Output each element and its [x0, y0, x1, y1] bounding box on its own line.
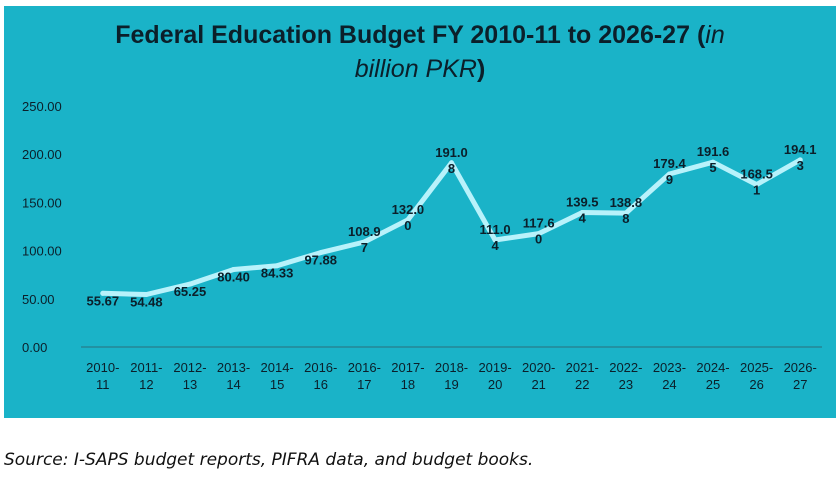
chart-svg: 0.00 50.00 100.00 150.00 200.00 250.00 55.67 54…	[22, 99, 822, 392]
data-label: 194.1 3	[784, 142, 817, 173]
x-tick-label: 2016-16	[304, 360, 337, 392]
x-tick-label: 2019-20	[478, 360, 511, 392]
data-point	[536, 231, 542, 237]
data-label: 179.4 9	[653, 156, 686, 187]
data-label: 65.25	[174, 284, 207, 299]
data-label: 111.0 4	[480, 222, 511, 253]
x-tick-label: 2025-26	[740, 360, 773, 392]
x-tick-label: 2026-27	[784, 360, 817, 392]
data-point	[710, 159, 716, 165]
x-tick-label: 2018-19	[435, 360, 468, 392]
data-label: 84.33	[261, 266, 294, 281]
data-point	[143, 291, 149, 297]
y-tick-label: 100.00	[22, 244, 62, 259]
data-point	[449, 160, 454, 166]
chart-title-line2: billion PKR	[354, 55, 477, 83]
x-tick-label: 2013-14	[217, 360, 250, 392]
x-tick-label: 2010-11	[86, 360, 119, 392]
chart-title-main: Federal Education Budget FY 2010-11 to 2…	[115, 21, 706, 49]
data-label: 139.5 4	[566, 194, 599, 225]
data-point	[361, 239, 367, 245]
chart-panel: Federal Education Budget FY 2010-11 to 2…	[4, 6, 836, 418]
data-label: 108.9 7	[348, 224, 381, 255]
data-label: 138.8 8	[610, 195, 643, 226]
x-tick-label: 2014-15	[261, 360, 294, 392]
data-point	[231, 266, 237, 272]
y-tick-label: 200.00	[22, 147, 62, 162]
x-tick-label: 2011-12	[130, 360, 162, 392]
data-label: 132.0 0	[392, 202, 425, 233]
x-tick-label: 2012-13	[173, 360, 206, 392]
y-tick-label: 50.00	[22, 292, 55, 307]
chart-title-close: )	[476, 55, 486, 83]
data-point	[274, 263, 280, 269]
x-tick-label: 2017-18	[391, 360, 424, 392]
x-tick-label: 2021-22	[566, 360, 599, 392]
data-point	[797, 157, 803, 163]
data-label: 54.48	[130, 294, 163, 309]
source-note: Source: I-SAPS budget reports, PIFRA dat…	[4, 450, 534, 470]
data-label: 97.88	[304, 253, 337, 268]
y-tick-label: 0.00	[22, 340, 47, 355]
data-point	[754, 182, 760, 188]
chart-title-unit: in	[705, 21, 725, 49]
x-tick-label: 2016-17	[348, 360, 381, 392]
data-label: 80.40	[217, 269, 250, 284]
x-tick-label: 2024-25	[696, 360, 729, 392]
x-tick-label: 2020-21	[522, 360, 555, 392]
data-label: 191.0 8	[435, 145, 468, 176]
data-point	[405, 217, 411, 223]
data-point	[318, 250, 324, 256]
data-point	[666, 171, 672, 177]
data-point	[492, 237, 498, 243]
x-tick-label: 2023-24	[653, 360, 686, 392]
data-label: 168.5 1	[740, 167, 773, 198]
y-tick-label: 150.00	[22, 195, 62, 210]
data-point	[187, 281, 193, 287]
series-line	[100, 157, 803, 297]
data-point	[579, 209, 585, 215]
x-tick-label: 2022-23	[609, 360, 642, 392]
y-tick-label: 250.00	[22, 99, 62, 114]
data-label: 55.67	[87, 293, 120, 308]
data-label: 117.6 0	[523, 216, 555, 247]
data-point	[623, 210, 629, 216]
data-label: 191.6 5	[697, 144, 730, 175]
data-point	[100, 290, 106, 296]
chart-title: Federal Education Budget FY 2010-11 to 2…	[4, 18, 836, 86]
